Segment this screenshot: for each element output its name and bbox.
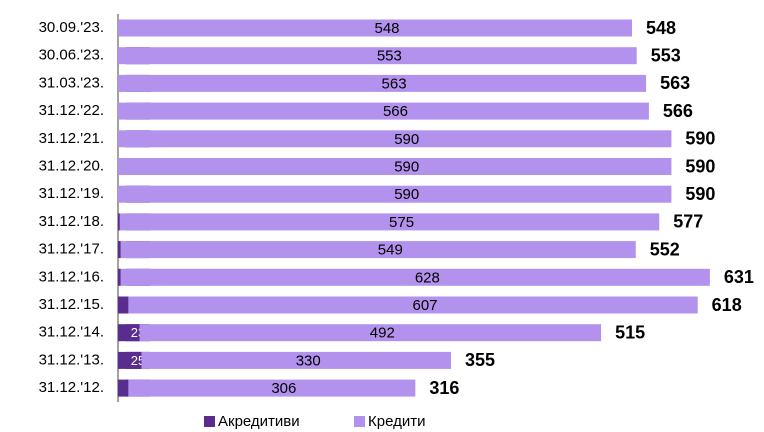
total-label: 552 [650, 239, 680, 259]
y-tick-label: 30.09.'23. [39, 19, 104, 36]
bar-segment [128, 296, 698, 314]
bar-segment [118, 268, 121, 286]
total-label: 553 [651, 45, 681, 65]
total-label: 590 [685, 129, 715, 149]
total-label: 590 [685, 184, 715, 204]
bar-segment [120, 268, 710, 286]
bar-segment [118, 185, 672, 203]
data-label: 548 [374, 20, 399, 37]
bar-segment [120, 241, 636, 259]
total-label: 577 [673, 212, 703, 232]
bar-segment [139, 324, 602, 342]
bar-segment [118, 379, 129, 397]
y-tick-label: 31.12.'14. [39, 324, 104, 341]
y-tick-label: 31.12.'22. [39, 102, 104, 119]
total-label: 566 [663, 101, 693, 121]
bar-segment [118, 74, 647, 92]
y-tick-label: 31.12.'20. [39, 157, 104, 174]
y-tick-label: 31.12.'13. [39, 351, 104, 368]
data-label: 306 [271, 380, 296, 397]
y-tick-label: 31.12.'17. [39, 241, 104, 258]
total-label: 355 [465, 350, 495, 370]
total-label: 590 [685, 156, 715, 176]
bar-segment [118, 102, 649, 120]
bar-segment [119, 213, 660, 231]
bar-segment [118, 296, 129, 314]
total-label: 631 [724, 267, 754, 287]
bar-segment [141, 351, 451, 369]
bar-segment [118, 158, 672, 175]
y-tick-label: 31.12.'19. [39, 185, 104, 202]
data-label: 628 [415, 269, 440, 286]
y-tick-label: 30.06.'23. [39, 47, 104, 64]
legend-swatch [204, 416, 215, 427]
legend-label: Кредити [368, 413, 425, 430]
data-label: 563 [382, 75, 407, 92]
data-label: 566 [383, 103, 408, 120]
data-label: 575 [389, 214, 414, 231]
data-label: 553 [377, 48, 402, 65]
data-label: 590 [394, 158, 419, 175]
data-label: 590 [394, 131, 419, 148]
data-label: 492 [370, 325, 395, 342]
bar-segment [118, 241, 121, 259]
bar-segment [128, 379, 416, 397]
data-label: 590 [394, 186, 419, 203]
legend-swatch [354, 416, 365, 427]
y-tick-label: 31.12.'21. [39, 130, 104, 147]
y-tick-label: 31.12.'18. [39, 213, 104, 230]
y-tick-label: 31.12.'12. [39, 379, 104, 396]
data-label: 330 [296, 352, 321, 369]
legend-label: Акредитиви [218, 413, 300, 430]
data-label: 607 [412, 297, 437, 314]
y-tick-label: 31.12.'16. [39, 268, 104, 285]
total-label: 316 [429, 378, 459, 398]
total-label: 618 [712, 295, 742, 315]
total-label: 515 [615, 322, 645, 342]
bar-segment [118, 130, 672, 148]
y-tick-label: 31.12.'15. [39, 296, 104, 313]
bar-segment [118, 213, 120, 231]
total-label: 548 [646, 18, 676, 38]
data-label: 549 [378, 242, 403, 259]
bar-segment [118, 47, 637, 65]
y-tick-label: 31.03.'23. [39, 74, 104, 91]
bar-segment [118, 19, 633, 37]
total-label: 563 [660, 73, 690, 93]
